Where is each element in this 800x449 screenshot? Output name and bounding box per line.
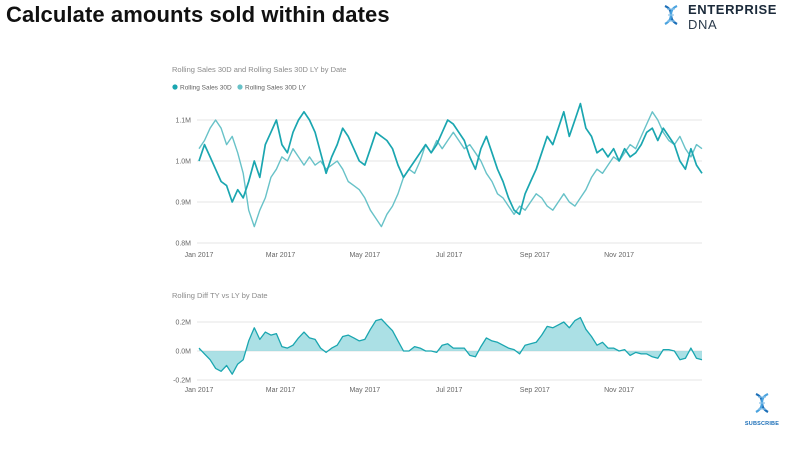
dna-helix-icon: [660, 4, 682, 31]
y-tick-label: 1.0M: [175, 159, 191, 166]
legend-label-ly: Rolling Sales 30D LY: [245, 85, 307, 92]
y-axis: -0.2M 0.0M 0.2M: [173, 320, 191, 385]
y-tick-label: 1.1M: [175, 118, 191, 125]
x-tick-label: Mar 2017: [266, 252, 296, 259]
page-title: Calculate amounts sold within dates: [6, 2, 390, 27]
x-axis: Jan 2017 Mar 2017 May 2017 Jul 2017 Sep 2017…: [185, 387, 635, 394]
brand-name-suffix: DNA: [688, 17, 718, 32]
legend-marker-ty: [172, 84, 178, 90]
chart-title: Rolling Sales 30D and Rolling Sales 30D …: [172, 65, 346, 74]
x-tick-label: Sep 2017: [520, 252, 550, 259]
y-tick-label: 0.0M: [175, 349, 191, 356]
y-tick-label: 0.9M: [175, 200, 191, 207]
x-tick-label: Nov 2017: [604, 252, 634, 259]
series-group: [198, 316, 703, 375]
x-tick-label: Mar 2017: [266, 387, 296, 394]
area-fill: [199, 317, 702, 375]
x-tick-label: Jan 2017: [185, 252, 214, 259]
legend: Rolling Sales 30D Rolling Sales 30D LY: [172, 84, 307, 92]
x-tick-label: Jan 2017: [185, 387, 214, 394]
series-line-ly: [198, 111, 703, 228]
y-tick-label: -0.2M: [173, 378, 191, 385]
subscribe-button[interactable]: SUBSCRIBE: [745, 392, 779, 427]
x-tick-label: May 2017: [349, 387, 380, 394]
rolling-diff-chart: Rolling Diff TY vs LY by Date -0.2M 0.0M 0…: [172, 291, 703, 394]
brand-name: ENTERPRISE DNA: [688, 2, 800, 32]
dna-helix-icon: [751, 392, 773, 419]
series-line-diff: [198, 316, 703, 375]
legend-label-ty: Rolling Sales 30D: [180, 85, 232, 92]
y-tick-label: 0.2M: [175, 320, 191, 327]
x-tick-label: Jul 2017: [436, 252, 463, 259]
rolling-sales-chart: Rolling Sales 30D and Rolling Sales 30D …: [172, 65, 703, 259]
brand-name-main: ENTERPRISE: [688, 2, 778, 17]
series-group: [198, 102, 703, 228]
legend-marker-ly: [237, 84, 243, 90]
x-tick-label: Jul 2017: [436, 387, 463, 394]
y-axis: 0.8M 0.9M 1.0M 1.1M: [175, 118, 191, 248]
y-tick-label: 0.8M: [175, 241, 191, 248]
x-tick-label: Sep 2017: [520, 387, 550, 394]
subscribe-label: SUBSCRIBE: [744, 421, 780, 427]
x-tick-label: Nov 2017: [604, 387, 634, 394]
series-line-ty: [198, 102, 703, 216]
brand-logo: ENTERPRISE DNA: [660, 2, 800, 32]
x-axis: Jan 2017 Mar 2017 May 2017 Jul 2017 Sep 2017…: [185, 252, 635, 259]
x-tick-label: May 2017: [349, 252, 380, 259]
chart-title: Rolling Diff TY vs LY by Date: [172, 291, 268, 300]
gridlines: [197, 119, 702, 244]
